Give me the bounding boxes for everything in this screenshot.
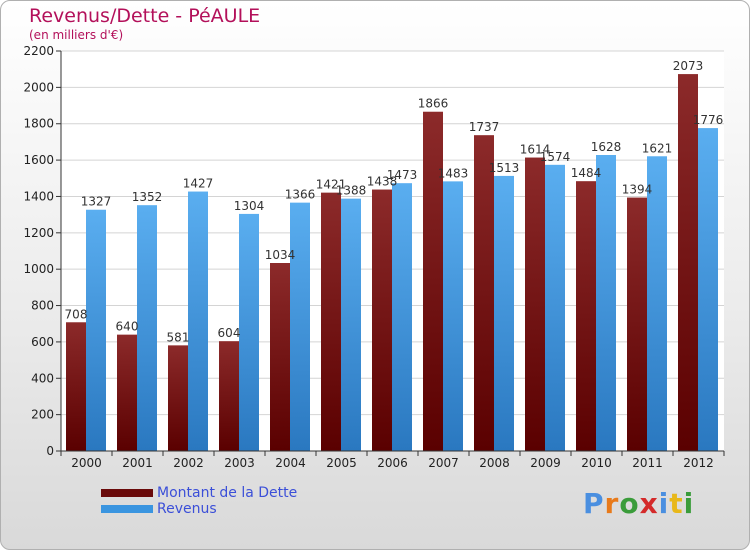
data-label-revenus: 1304 [234, 199, 265, 213]
y-tick-label: 400 [31, 371, 54, 385]
x-tick-label: 2004 [275, 456, 306, 470]
data-label-revenus: 1366 [285, 188, 316, 202]
bar-revenus-2002 [188, 191, 208, 451]
bar-debt-2001 [117, 334, 137, 451]
bar-revenus-2008 [494, 175, 514, 451]
legend-label-revenus: Revenus [157, 501, 217, 517]
logo-letter: r [604, 487, 620, 520]
logo-letter: P [583, 487, 605, 520]
legend-item-revenus: Revenus [101, 501, 217, 517]
x-tick-label: 2006 [377, 456, 408, 470]
bar-revenus-2005 [341, 198, 361, 451]
data-label-revenus: 1776 [693, 113, 724, 127]
data-label-revenus: 1388 [336, 184, 367, 198]
x-tick-label: 2003 [224, 456, 255, 470]
data-label-debt: 1394 [622, 183, 653, 197]
proxiti-logo: Proxiti [583, 487, 694, 520]
bar-debt-2007 [423, 111, 443, 452]
x-tick-label: 2009 [530, 456, 561, 470]
bar-revenus-2004 [290, 202, 310, 451]
data-label-revenus: 1483 [438, 166, 469, 180]
y-tick-label: 200 [31, 408, 54, 422]
bar-revenus-2000 [86, 209, 106, 451]
bar-debt-2011 [627, 197, 647, 451]
legend-swatch-debt [101, 489, 153, 497]
x-tick-label: 2010 [581, 456, 612, 470]
bar-debt-2010 [576, 181, 596, 451]
y-tick-label: 1000 [23, 262, 54, 276]
data-label-debt: 1866 [418, 97, 449, 111]
legend-item-debt: Montant de la Dette [101, 485, 297, 501]
logo-letter: i [658, 487, 670, 520]
chart-subtitle: (en milliers d'€) [29, 28, 124, 42]
x-tick-label: 2008 [479, 456, 510, 470]
bar-debt-2000 [66, 322, 86, 451]
y-tick-label: 0 [46, 444, 54, 458]
bar-debt-2005 [321, 192, 341, 452]
bar-debt-2008 [474, 135, 494, 451]
x-tick-label: 2012 [683, 456, 714, 470]
x-tick-label: 2001 [122, 456, 153, 470]
bar-debt-2006 [372, 189, 392, 451]
data-label-revenus: 1574 [540, 150, 571, 164]
data-label-debt: 1421 [316, 178, 347, 192]
y-tick-label: 1200 [23, 226, 54, 240]
legend-swatch-revenus [101, 505, 153, 513]
data-label-debt: 1737 [469, 120, 500, 134]
data-label-revenus: 1628 [591, 140, 622, 154]
bar-revenus-2007 [443, 181, 463, 451]
logo-letter: o [619, 487, 640, 520]
y-tick-label: 2000 [23, 80, 54, 94]
data-label-revenus: 1473 [387, 168, 418, 182]
x-tick-label: 2000 [71, 456, 102, 470]
bar-revenus-2009 [545, 164, 565, 451]
logo-letter: x [639, 487, 659, 520]
logo-letter: i [683, 487, 695, 520]
legend-label-debt: Montant de la Dette [157, 485, 298, 501]
data-label-revenus: 1427 [183, 177, 214, 191]
y-tick-label: 800 [31, 299, 54, 313]
bar-revenus-2006 [392, 183, 412, 451]
bar-revenus-2003 [239, 213, 259, 451]
data-label-revenus: 1352 [132, 190, 163, 204]
bar-revenus-2010 [596, 155, 616, 451]
data-label-debt: 2073 [673, 59, 704, 73]
data-label-debt: 1438 [367, 175, 398, 189]
bar-revenus-2011 [647, 156, 667, 452]
data-label-debt: 581 [167, 330, 190, 344]
bar-debt-2012 [678, 74, 698, 451]
y-tick-label: 1400 [23, 189, 54, 203]
bar-revenus-2001 [137, 205, 157, 451]
bar-debt-2003 [219, 341, 239, 451]
data-label-revenus: 1327 [81, 195, 112, 209]
bar-revenus-2012 [698, 128, 718, 451]
x-tick-label: 2007 [428, 456, 459, 470]
x-tick-label: 2005 [326, 456, 357, 470]
y-tick-label: 1600 [23, 153, 54, 167]
data-label-debt: 640 [116, 320, 139, 334]
bar-debt-2009 [525, 157, 545, 451]
data-label-revenus: 1621 [642, 141, 673, 155]
bar-debt-2004 [270, 263, 290, 451]
data-label-debt: 1614 [520, 143, 551, 157]
data-label-debt: 1034 [265, 248, 296, 262]
data-label-debt: 604 [218, 326, 241, 340]
y-tick-label: 600 [31, 335, 54, 349]
y-tick-label: 2200 [23, 44, 54, 58]
y-tick-label: 1800 [23, 117, 54, 131]
data-label-revenus: 1513 [489, 161, 520, 175]
data-label-debt: 1484 [571, 166, 602, 180]
x-tick-label: 2002 [173, 456, 204, 470]
x-tick-label: 2011 [632, 456, 663, 470]
chart-title: Revenus/Dette - PéAULE [29, 5, 261, 27]
bar-debt-2002 [168, 345, 188, 451]
logo-letter: t [669, 487, 684, 520]
data-label-debt: 708 [65, 307, 88, 321]
